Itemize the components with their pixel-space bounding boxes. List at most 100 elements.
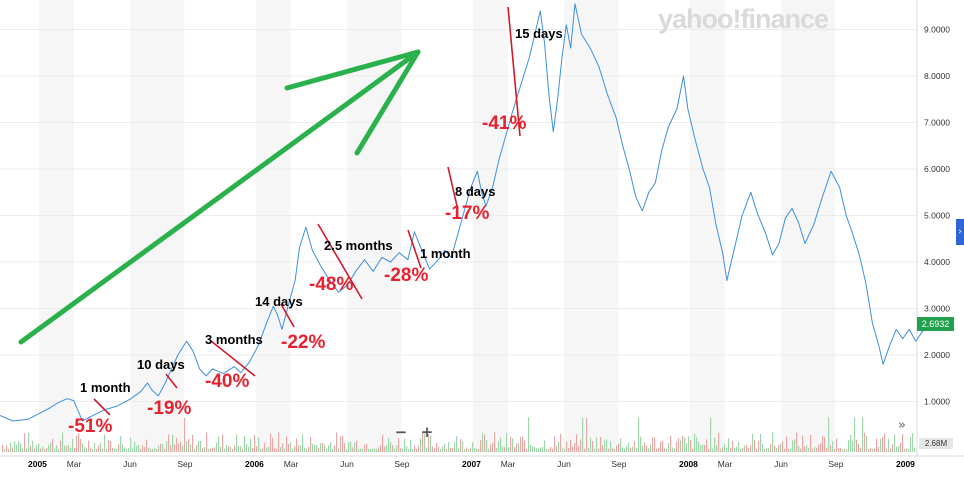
volume-bar: [638, 417, 640, 452]
volume-bar: [420, 438, 422, 452]
volume-bar: [228, 446, 230, 452]
volume-bar: [872, 448, 874, 452]
annotation-change: -19%: [147, 398, 192, 419]
volume-bar: [432, 446, 434, 452]
volume-bar: [80, 438, 82, 452]
volume-bar: [234, 445, 236, 452]
volume-bar: [546, 448, 548, 452]
volume-bar: [526, 448, 528, 452]
annotation-duration: 14 days: [255, 294, 303, 309]
volume-bar: [714, 437, 716, 452]
volume-bar: [798, 445, 800, 452]
volume-bar: [506, 432, 508, 452]
volume-bar: [398, 438, 400, 452]
volume-bar: [410, 439, 412, 452]
volume-bar: [806, 445, 808, 452]
volume-bar: [282, 443, 284, 452]
volume-bar: [722, 447, 724, 452]
volume-bar: [214, 447, 216, 452]
volume-bar: [642, 445, 644, 452]
volume-bar: [482, 432, 484, 452]
volume-bar: [674, 448, 676, 452]
volume-bar: [668, 442, 670, 452]
volume-bar: [710, 417, 712, 452]
volume-bar: [860, 447, 862, 452]
volume-bar: [46, 447, 48, 452]
volume-bar: [514, 446, 516, 452]
volume-bar: [460, 438, 462, 452]
volume-bar: [370, 448, 372, 452]
volume-bar: [206, 432, 208, 452]
volume-bar: [644, 442, 646, 452]
volume-bar: [28, 432, 30, 452]
volume-bar: [524, 440, 526, 452]
side-panel-tab[interactable]: ›: [956, 219, 964, 245]
volume-bar: [44, 448, 46, 452]
volume-bar: [426, 447, 428, 452]
y-tick-label: 4.0000: [924, 257, 950, 267]
volume-bar: [698, 442, 700, 452]
volume-bar: [52, 438, 54, 452]
volume-bar: [84, 447, 86, 452]
expand-chevron-icon[interactable]: »: [898, 418, 906, 433]
volume-bar: [584, 448, 586, 452]
volume-bar: [218, 436, 220, 452]
volume-bar: [448, 442, 450, 452]
volume-bar: [292, 448, 294, 452]
annotation-duration: 8 days: [455, 184, 496, 199]
volume-bar: [400, 448, 402, 452]
volume-bar: [264, 442, 266, 452]
volume-bar: [274, 447, 276, 452]
volume-bar: [404, 438, 406, 452]
volume-bar: [470, 448, 472, 452]
annotation-duration: 10 days: [137, 357, 185, 372]
volume-bar: [814, 446, 816, 452]
volume-bar: [208, 448, 210, 452]
volume-bar: [826, 448, 828, 452]
volume-bar: [306, 448, 308, 452]
arrow-head-top: [284, 49, 421, 91]
volume-bar: [858, 443, 860, 452]
volume-bar: [224, 448, 226, 452]
volume-bar: [104, 434, 106, 452]
drawdown-line: [507, 6, 521, 137]
volume-bar: [314, 445, 316, 452]
volume-bar: [360, 448, 362, 452]
volume-bar: [706, 439, 708, 452]
volume-bar: [164, 448, 166, 452]
volume-bar: [344, 443, 346, 452]
zoom-out-button[interactable]: −: [394, 423, 408, 441]
volume-bar: [742, 447, 744, 452]
volume-bar: [212, 448, 214, 452]
green-trend-arrow: [18, 49, 421, 345]
volume-bar: [740, 448, 742, 452]
volume-bar: [302, 434, 304, 452]
volume-bar: [816, 447, 818, 452]
yahoo-finance-watermark: yahoo!finance: [658, 4, 829, 34]
volume-bar: [678, 438, 680, 452]
annotation-duration: 1 month: [420, 246, 471, 261]
volume-bar: [260, 448, 262, 452]
volume-bar: [682, 435, 684, 452]
volume-bar: [900, 442, 902, 452]
volume-bar: [26, 448, 28, 452]
volume-bar: [880, 438, 882, 452]
volume-bar: [62, 432, 64, 452]
volume-bar: [792, 440, 794, 452]
volume-bar: [562, 447, 564, 452]
volume-bar: [340, 436, 342, 452]
y-tick-label: 5.0000: [924, 211, 950, 221]
volume-bar: [358, 448, 360, 452]
volume-bar: [368, 448, 370, 452]
volume-bar: [156, 448, 158, 452]
volume-bar: [58, 448, 60, 452]
volume-bar: [24, 433, 26, 452]
volume-bar: [150, 448, 152, 452]
volume-bar: [550, 447, 552, 452]
zoom-in-button[interactable]: +: [420, 423, 434, 441]
volume-bar: [312, 443, 314, 452]
annotation-change: -41%: [482, 113, 527, 134]
volume-bar: [126, 448, 128, 452]
x-tick-label: Sep: [394, 459, 409, 469]
volume-bar: [294, 446, 296, 452]
